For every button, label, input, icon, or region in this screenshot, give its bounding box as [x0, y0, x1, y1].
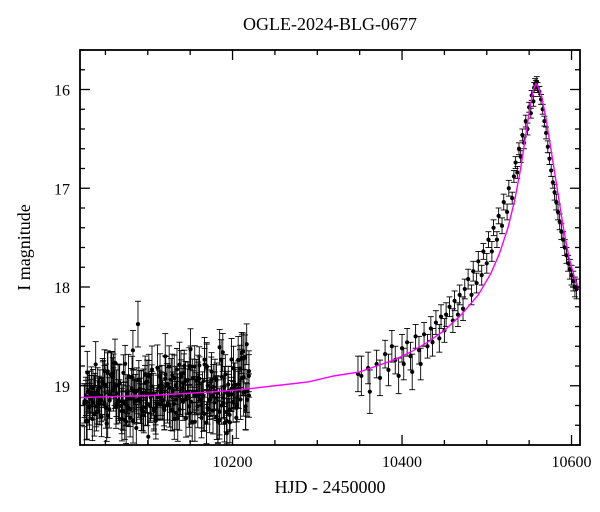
chart-title: OGLE-2024-BLG-0677 [243, 14, 417, 34]
svg-text:10600: 10600 [552, 454, 592, 471]
x-axis-label: HJD - 2450000 [275, 477, 386, 497]
lightcurve-chart: OGLE-2024-BLG-0677 10200 10400 10600 16 17 18 1… [0, 0, 600, 512]
y-axis-label: I magnitude [14, 204, 34, 290]
svg-text:18: 18 [54, 280, 70, 297]
svg-text:10200: 10200 [213, 454, 253, 471]
chart-svg: OGLE-2024-BLG-0677 10200 10400 10600 16 17 18 1… [0, 0, 600, 512]
svg-text:17: 17 [54, 181, 70, 198]
svg-text:16: 16 [54, 83, 70, 100]
svg-text:10400: 10400 [382, 454, 422, 471]
svg-text:19: 19 [54, 379, 70, 396]
